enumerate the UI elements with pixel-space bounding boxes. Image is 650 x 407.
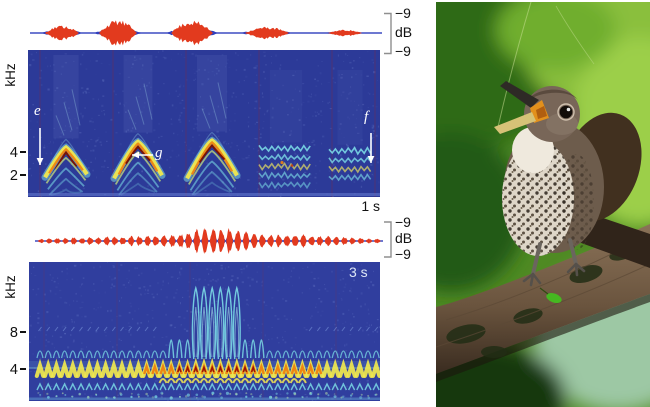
spectrogram-a [28,50,380,197]
db-top-a: −9 [395,5,411,21]
ytick-b-4: 4 [9,362,18,378]
bird [494,81,650,287]
ytick-b-8: 8 [9,325,18,341]
lower-beak [494,112,536,134]
annotation-e: e [34,103,41,119]
legs [531,238,578,276]
db-top-b: −9 [395,214,411,230]
db-unit-a: dB [395,24,413,40]
ytickmark-b-4 [20,368,26,370]
ytick-a-4: 4 [9,145,18,161]
oscillogram-b [35,228,383,254]
db-bracket-a [384,12,392,55]
upper-beak [500,81,539,108]
oscillogram-a [30,20,382,46]
ytickmark-a-2 [20,174,26,176]
bird-photo [436,2,650,407]
time-scale-b: 3 s [349,264,368,280]
eye [559,105,573,119]
y-axis-label-a: kHz [2,63,18,87]
ytickmark-b-8 [20,331,26,333]
db-bottom-a: −9 [395,43,411,59]
spectrogram-b [29,262,380,401]
db-unit-b: dB [395,230,413,246]
db-bottom-b: −9 [395,246,411,262]
grass-blades [497,2,595,128]
eye-ring [557,103,575,121]
feet [522,262,586,287]
y-axis-label-b: kHz [2,275,18,299]
ytick-a-2: 2 [9,168,18,184]
db-bracket-b [384,221,392,258]
annotation-g: g [155,145,163,161]
ytickmark-a-4 [20,151,26,153]
annotation-f: f [364,109,369,125]
leaf [539,287,562,304]
time-scale-a: 1 s [361,198,380,214]
